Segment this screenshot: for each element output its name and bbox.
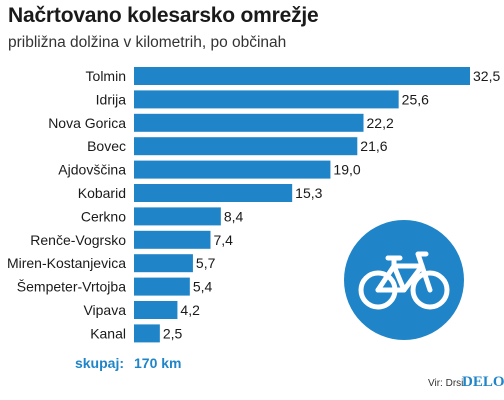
bar: [134, 277, 190, 296]
value-label: 32,5: [473, 68, 500, 84]
chart-subtitle: približna dolžina v kilometrih, po občin…: [8, 34, 287, 51]
bar: [134, 230, 211, 249]
value-label: 15,3: [295, 185, 322, 201]
value-label: 2,5: [163, 325, 183, 341]
value-label: 7,4: [214, 232, 234, 248]
category-label: Kobarid: [78, 185, 126, 201]
chart-title: Načrtovano kolesarsko omrežje: [8, 4, 319, 27]
bicycle-icon: [344, 220, 464, 340]
bar: [134, 90, 399, 109]
category-label: Nova Gorica: [48, 115, 126, 131]
bar: [134, 160, 331, 179]
bar: [134, 301, 178, 319]
value-label: 4,2: [180, 302, 200, 318]
bar: [134, 137, 358, 156]
category-label: Šempeter-Vrtojba: [17, 279, 126, 295]
category-label: Ajdovščina: [58, 162, 126, 178]
bar: [134, 67, 470, 85]
value-label: 19,0: [333, 162, 360, 178]
value-label: 22,2: [367, 115, 394, 131]
category-label: Miren-Kostanjevica: [7, 255, 126, 271]
source-note: Vir: Drsi: [428, 378, 464, 389]
total-row: skupaj: 170 km: [0, 355, 504, 375]
total-label: skupaj:: [74, 355, 124, 371]
category-label: Cerkno: [81, 208, 126, 224]
value-label: 5,4: [193, 279, 213, 295]
category-label: Tolmin: [86, 68, 126, 84]
category-label: Kanal: [90, 325, 126, 341]
bar: [134, 113, 364, 132]
value-label: 25,6: [402, 91, 429, 107]
category-label: Bovec: [87, 138, 126, 154]
bar: [134, 207, 221, 226]
value-label: 5,7: [196, 255, 216, 271]
category-label: Renče-Vogrsko: [30, 232, 126, 248]
category-label: Vipava: [83, 302, 126, 318]
value-label: 21,6: [360, 138, 387, 154]
category-label: Idrija: [96, 91, 127, 107]
bar: [134, 254, 193, 273]
bar: [134, 184, 293, 202]
total-value: 170 km: [134, 355, 182, 371]
value-label: 8,4: [224, 208, 244, 224]
bar: [134, 324, 160, 343]
delo-logo: DELO: [462, 374, 504, 390]
